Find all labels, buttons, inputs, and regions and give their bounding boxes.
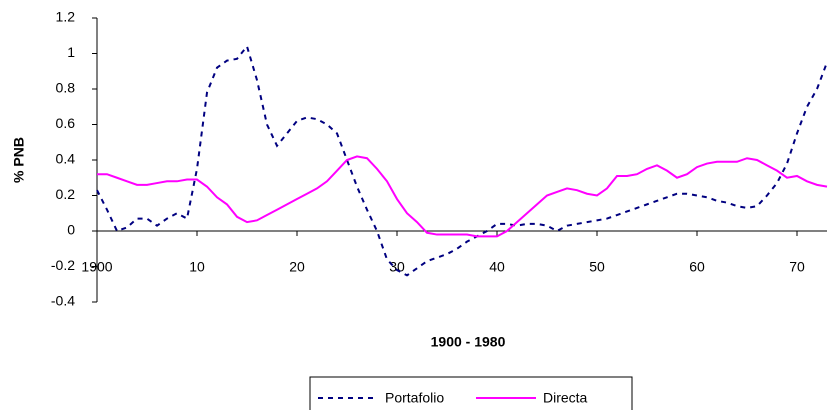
- y-tick-label: 0: [67, 222, 75, 238]
- x-tick-label: 20: [289, 259, 305, 275]
- legend-label: Directa: [543, 390, 588, 406]
- x-tick-label: 40: [489, 259, 505, 275]
- legend-label: Portafolio: [385, 390, 444, 406]
- x-tick-label: 50: [589, 259, 605, 275]
- x-axis-title: 1900 - 1980: [431, 334, 506, 350]
- y-axis-title: % PNB: [11, 137, 27, 183]
- line-series: [96, 44, 828, 277]
- y-tick-label: 0.2: [56, 186, 76, 202]
- y-tick-label: 1: [67, 44, 75, 60]
- x-tick-label: 60: [689, 259, 705, 275]
- x-tick-label: 10: [189, 259, 205, 275]
- x-tick-label: 70: [789, 259, 805, 275]
- legend-box: [309, 376, 633, 410]
- x-tick-label: 1900: [81, 259, 112, 275]
- line-series: [97, 155, 828, 238]
- y-tick-label: 0.4: [56, 151, 76, 167]
- x-tick-label: 30: [389, 259, 405, 275]
- y-tick-label: -0.2: [51, 257, 75, 273]
- y-tick-label: 1.2: [56, 9, 76, 25]
- y-tick-label: -0.4: [51, 293, 75, 309]
- y-tick-label: 0.6: [56, 115, 76, 131]
- y-tick-label: 0.8: [56, 80, 76, 96]
